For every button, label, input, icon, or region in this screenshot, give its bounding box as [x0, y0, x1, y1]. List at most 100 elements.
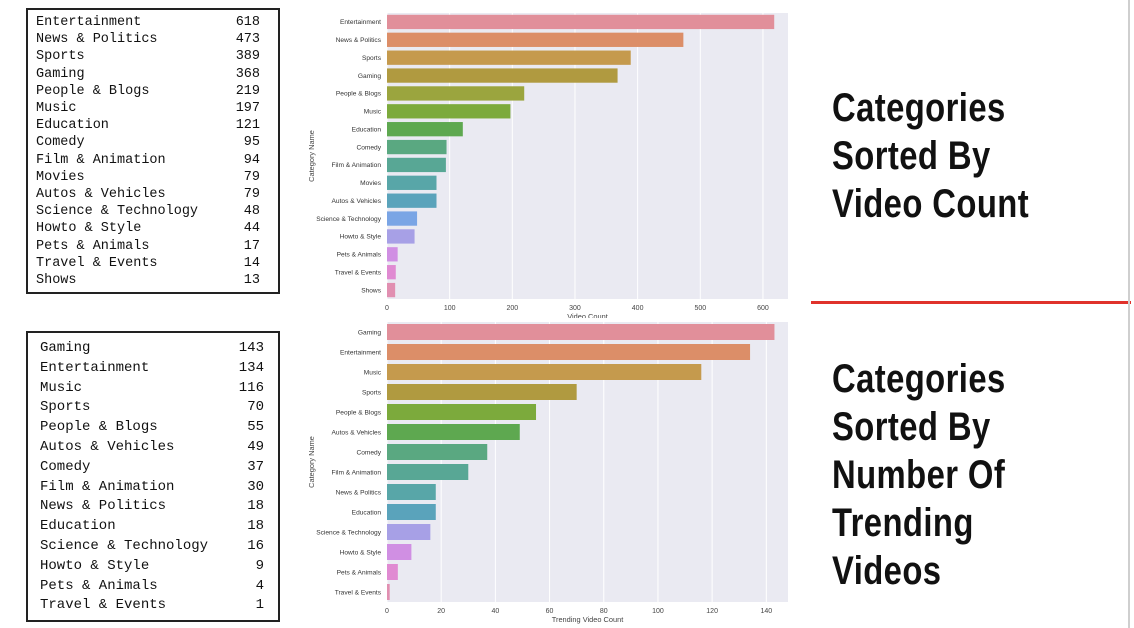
- category-count: 48: [243, 204, 260, 220]
- y-axis-label: Category Name: [307, 130, 316, 182]
- table-row: Film & Animation 94: [36, 152, 278, 169]
- y-tick-label: Comedy: [356, 144, 381, 151]
- category-name: Sports: [36, 49, 85, 65]
- category-count: 1: [255, 597, 264, 614]
- category-count: 95: [243, 135, 260, 151]
- x-tick-label: 200: [506, 305, 518, 312]
- table-row: Sports 70: [40, 398, 278, 418]
- table-row: Howto & Style 44: [36, 220, 278, 237]
- category-count: 16: [247, 537, 264, 554]
- table-row: News & Politics 473: [36, 31, 278, 48]
- category-name: Pets & Animals: [36, 238, 150, 254]
- category-count: 49: [247, 438, 264, 455]
- category-name: Travel & Events: [36, 255, 158, 271]
- bar: [387, 139, 447, 155]
- bar: [387, 282, 396, 298]
- y-tick-label: Pets & Animals: [337, 569, 382, 576]
- y-tick-label: Comedy: [356, 449, 381, 456]
- category-count: 17: [243, 238, 260, 254]
- category-count: 94: [243, 152, 260, 168]
- x-tick-label: 400: [632, 305, 644, 312]
- category-count: 219: [235, 83, 260, 99]
- bar: [387, 122, 463, 137]
- section-divider: [811, 301, 1131, 304]
- table-row: Gaming 368: [36, 66, 278, 83]
- y-tick-label: Gaming: [358, 73, 381, 80]
- x-tick-label: 100: [444, 305, 456, 312]
- category-name: Education: [36, 118, 109, 134]
- y-tick-label: Shows: [361, 287, 381, 294]
- category-name: Comedy: [36, 135, 85, 151]
- category-name: People & Blogs: [40, 419, 158, 436]
- y-tick-label: Travel & Events: [335, 269, 382, 276]
- table-row: Entertainment 134: [40, 359, 278, 379]
- x-tick-label: 80: [600, 608, 608, 615]
- table-row: Science & Technology 16: [40, 537, 278, 557]
- category-count: 121: [235, 118, 260, 134]
- bar: [387, 484, 436, 500]
- x-axis-label: Trending Video Count: [552, 615, 624, 624]
- category-count: 14: [243, 255, 260, 271]
- y-tick-label: People & Blogs: [336, 91, 382, 98]
- table-row: People & Blogs 55: [40, 418, 278, 438]
- category-name: Travel & Events: [40, 597, 167, 614]
- category-count: 55: [247, 419, 264, 436]
- category-count: 18: [247, 498, 264, 515]
- y-tick-label: Education: [352, 126, 382, 133]
- bar: [387, 384, 577, 400]
- table-row: Education 18: [40, 517, 278, 537]
- y-tick-label: Travel & Events: [335, 589, 382, 596]
- category-name: People & Blogs: [36, 83, 150, 99]
- bar: [387, 424, 520, 440]
- bar: [387, 86, 525, 101]
- category-count: 389: [235, 49, 260, 65]
- video-count-bar-chart: 0 100 200 300 400 500 600 Entertainment News & P…: [307, 13, 788, 318]
- bar: [387, 324, 775, 340]
- table-row: Howto & Style 9: [40, 557, 278, 577]
- table-row: News & Politics 18: [40, 497, 278, 517]
- category-name: Comedy: [40, 458, 91, 475]
- heading-sorted-by-trending: Categories Sorted By Number Of Trending …: [832, 357, 1006, 593]
- table-row: Movies 79: [36, 169, 278, 186]
- category-name: Movies: [36, 169, 85, 185]
- category-name: News & Politics: [36, 32, 158, 48]
- y-tick-label: Education: [352, 509, 382, 516]
- bar: [387, 584, 390, 600]
- table-row: Sports 389: [36, 48, 278, 65]
- y-tick-label: Gaming: [358, 329, 381, 336]
- y-axis-label: Category Name: [307, 436, 316, 488]
- heading-sorted-by-video-count: Categories Sorted By Video Count: [832, 86, 1030, 226]
- bar: [387, 211, 418, 226]
- table-row: Travel & Events 1: [40, 596, 278, 616]
- category-name: Education: [40, 518, 116, 535]
- x-tick-label: 0: [385, 608, 389, 615]
- bar: [387, 404, 537, 420]
- category-name: News & Politics: [40, 498, 167, 515]
- table-row: Music 116: [40, 379, 278, 399]
- bar: [387, 14, 775, 30]
- bar: [387, 157, 446, 173]
- category-count: 143: [238, 340, 264, 356]
- category-name: Music: [36, 101, 77, 117]
- category-count: 30: [247, 478, 264, 495]
- y-tick-label: Autos & Vehicles: [332, 429, 382, 436]
- y-tick-label: Movies: [360, 180, 382, 187]
- x-tick-label: 500: [694, 305, 706, 312]
- bar: [387, 344, 751, 360]
- bar: [387, 464, 469, 480]
- x-tick-label: 100: [652, 608, 664, 615]
- table-row: Autos & Vehicles 79: [36, 186, 278, 203]
- y-tick-label: Film & Animation: [332, 162, 382, 169]
- y-tick-label: Entertainment: [340, 349, 381, 356]
- table-row: Music 197: [36, 100, 278, 117]
- y-tick-label: People & Blogs: [336, 409, 382, 416]
- bar: [387, 229, 415, 244]
- bar: [387, 444, 488, 460]
- table-row: Education 121: [36, 117, 278, 134]
- category-count: 116: [238, 379, 264, 396]
- table-row: Autos & Vehicles 49: [40, 438, 278, 458]
- category-name: Autos & Vehicles: [40, 438, 175, 455]
- bar: [387, 524, 431, 540]
- table-row: Comedy 37: [40, 458, 278, 478]
- bar: [387, 247, 398, 262]
